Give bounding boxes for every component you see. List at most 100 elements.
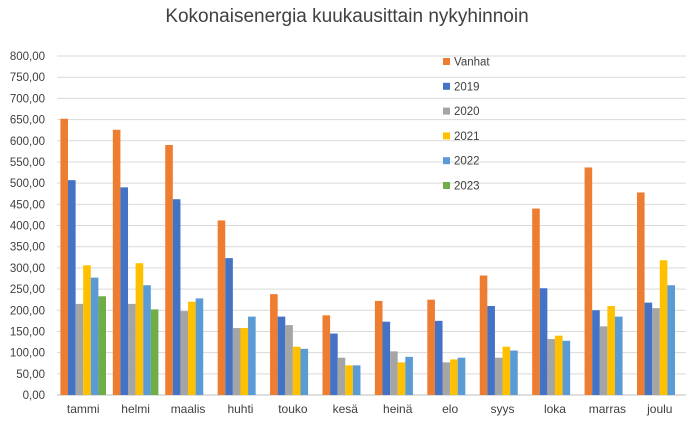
legend: Vanhat 2019 2020 2021 2022 2023 — [443, 57, 490, 193]
bar-2022-touko — [300, 348, 309, 395]
bar-vanhat-touko — [270, 294, 278, 395]
bar-2022-elo — [457, 357, 466, 395]
bar-2022-loka — [562, 340, 571, 395]
bar-2022-marras — [614, 316, 623, 395]
bar-2021-huhti — [240, 328, 249, 395]
bar-2021-kesä — [345, 365, 353, 395]
bar-2020-tammi — [75, 303, 84, 395]
bar-2022-syys — [510, 350, 518, 395]
bar-2022-maalis — [195, 298, 204, 395]
x-category-label: tammi — [67, 402, 100, 416]
bar-2019-kesä — [330, 333, 338, 395]
bar-2021-tammi — [83, 265, 91, 395]
bar-vanhat-loka — [532, 208, 540, 395]
legend-swatch-2021 — [443, 132, 450, 140]
bar-2020-marras — [599, 326, 608, 395]
y-tick-label: 500,00 — [10, 178, 45, 190]
bar-2023-tammi — [98, 296, 107, 395]
bar-2021-heinä — [397, 362, 406, 395]
y-axis-ticks: 0,00 50,00 100,00 150,00 200,00 250,00 300,00 3… — [10, 51, 45, 402]
y-tick-label: 50,00 — [16, 369, 45, 381]
y-tick-label: 650,00 — [10, 115, 45, 127]
legend-label: 2022 — [454, 156, 480, 168]
bar-2019-touko — [277, 316, 286, 395]
bar-vanhat-syys — [479, 275, 488, 395]
y-tick-label: 450,00 — [10, 199, 45, 211]
bar-2020-joulu — [652, 308, 660, 395]
bar-vanhat-elo — [427, 299, 435, 395]
y-tick-label: 150,00 — [10, 326, 45, 338]
bar-2020-elo — [442, 362, 451, 395]
bar-2022-helmi — [143, 285, 151, 395]
bar-vanhat-maalis — [165, 144, 173, 395]
y-tick-label: 200,00 — [10, 305, 45, 317]
bar-vanhat-heinä — [374, 300, 383, 395]
x-category-label: huhti — [227, 402, 253, 416]
legend-swatch-vanhat — [443, 58, 450, 65]
bar-2021-syys — [502, 346, 511, 395]
x-category-label: helmi — [121, 402, 150, 416]
chart-title: Kokonaisenergia kuukausittain nykyhinnoi… — [165, 6, 528, 27]
bar-2020-kesä — [337, 357, 346, 395]
y-tick-label: 100,00 — [10, 348, 45, 360]
legend-label: 2020 — [454, 106, 480, 118]
x-category-label: joulu — [646, 402, 672, 416]
bar-2021-maalis — [188, 301, 196, 395]
x-category-label: kesä — [333, 402, 359, 416]
bar-2019-tammi — [68, 180, 76, 395]
bar-2023-helmi — [150, 309, 159, 395]
x-category-label: maalis — [171, 402, 206, 416]
legend-label: 2021 — [454, 131, 480, 143]
bar-vanhat-huhti — [217, 220, 226, 395]
legend-swatch-2023 — [443, 182, 450, 189]
bar-2021-touko — [292, 346, 301, 395]
x-category-label: touko — [278, 402, 308, 416]
bar-2020-syys — [494, 357, 503, 395]
bar-2019-marras — [592, 310, 600, 395]
bar-2019-maalis — [172, 199, 181, 395]
bar-2022-heinä — [405, 356, 413, 395]
y-tick-label: 300,00 — [10, 263, 45, 275]
bar-2021-elo — [450, 359, 458, 395]
y-tick-label: 600,00 — [10, 136, 45, 148]
x-category-label: loka — [544, 402, 566, 416]
bar-2019-loka — [539, 288, 548, 395]
x-category-label: elo — [442, 402, 458, 416]
bar-vanhat-marras — [584, 167, 593, 395]
y-tick-label: 400,00 — [10, 221, 45, 233]
legend-label: Vanhat — [454, 57, 490, 69]
bar-2021-loka — [554, 335, 563, 395]
y-tick-label: 800,00 — [10, 51, 45, 63]
bar-vanhat-tammi — [60, 118, 69, 395]
bar-2019-syys — [487, 306, 495, 395]
x-category-label: syys — [491, 402, 515, 416]
gridlines — [57, 55, 686, 396]
bar-2020-maalis — [180, 311, 189, 395]
y-tick-label: 350,00 — [10, 242, 45, 254]
bars — [60, 118, 675, 396]
x-category-label: marras — [589, 402, 626, 416]
legend-label: 2019 — [454, 81, 480, 93]
bar-2021-helmi — [135, 263, 144, 395]
bar-2020-helmi — [128, 303, 136, 395]
bar-2022-tammi — [90, 277, 99, 395]
legend-swatch-2019 — [443, 82, 450, 90]
bar-2019-helmi — [120, 187, 129, 395]
bar-2022-kesä — [352, 365, 361, 395]
bar-2020-heinä — [390, 351, 398, 395]
legend-swatch-2020 — [443, 107, 450, 115]
legend-swatch-2022 — [443, 157, 450, 165]
y-tick-label: 700,00 — [10, 93, 45, 105]
x-axis-categories: tammi helmi maalis huhti touko kesä heinä elo sy… — [67, 402, 673, 416]
legend-label: 2023 — [454, 181, 480, 193]
bar-2020-huhti — [232, 328, 241, 395]
y-tick-label: 250,00 — [10, 284, 45, 296]
x-category-label: heinä — [383, 402, 413, 416]
bar-2020-loka — [547, 339, 555, 395]
bar-vanhat-joulu — [636, 192, 645, 395]
y-tick-label: 750,00 — [10, 72, 45, 84]
bar-vanhat-kesä — [322, 315, 331, 395]
bar-2022-huhti — [248, 316, 256, 395]
